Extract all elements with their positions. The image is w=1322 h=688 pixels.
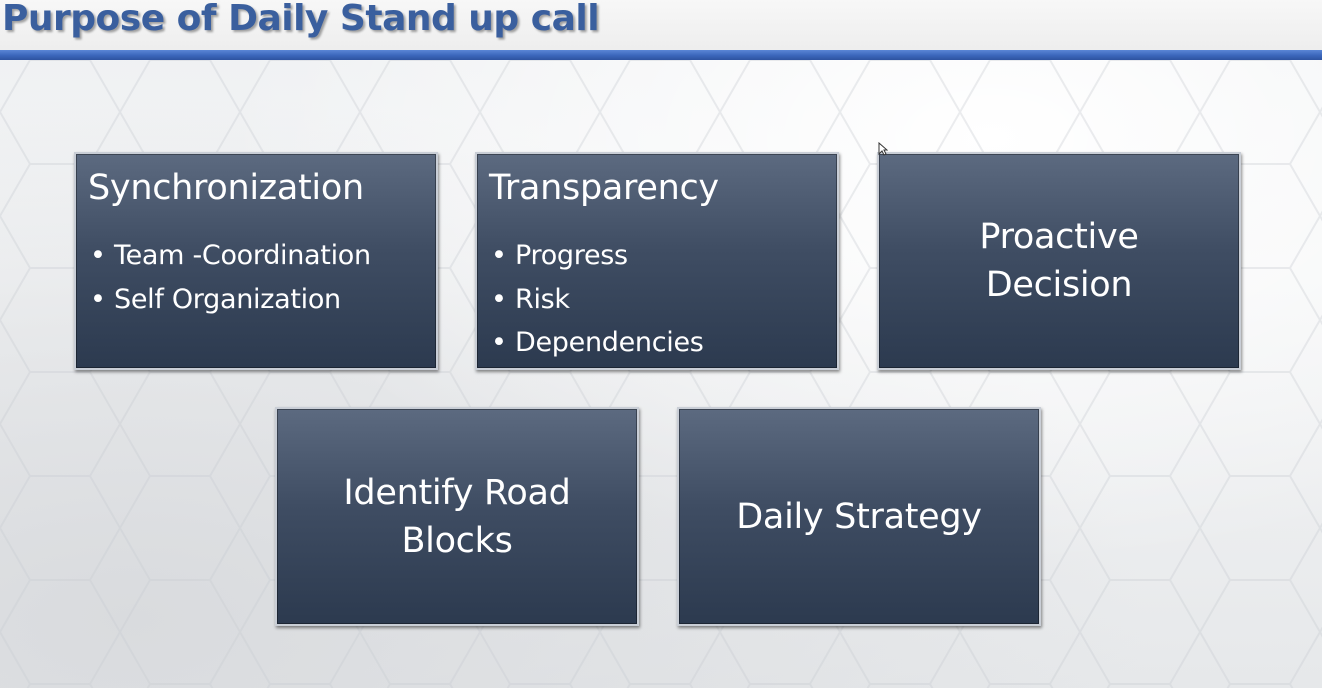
list-item: • Dependencies	[491, 321, 704, 365]
bullet-icon: •	[491, 327, 507, 358]
list-item: • Self Organization	[90, 278, 371, 322]
list-item-label: Risk	[515, 283, 570, 315]
daily-strategy-box: Daily Strategy	[677, 407, 1041, 626]
identify-road-blocks-box: Identify Road Blocks	[275, 407, 639, 626]
list-item: • Team -Coordination	[90, 234, 371, 278]
title-bar: Purpose of Daily Stand up call	[0, 0, 1322, 60]
list-item-label: Dependencies	[515, 327, 704, 358]
daily-strategy-label: Daily Strategy	[736, 496, 982, 537]
proactive-decision-box: Proactive Decision	[877, 152, 1241, 370]
list-item: • Risk	[491, 278, 704, 322]
mouse-pointer-icon	[878, 142, 888, 156]
identify-road-blocks-label: Identify Road Blocks	[343, 472, 571, 561]
transparency-heading: Transparency	[489, 168, 719, 208]
list-item-label: Self Organization	[114, 283, 341, 315]
synchronization-bullet-list: • Team -Coordination • Self Organization	[90, 234, 371, 321]
list-item: • Progress	[491, 234, 704, 278]
proactive-decision-label: Proactive Decision	[979, 217, 1139, 305]
transparency-box: Transparency • Progress • Risk • Dependenci…	[475, 152, 839, 370]
synchronization-box: Synchronization • Team -Coordination • Sel…	[74, 152, 438, 370]
title-underline-rule	[0, 50, 1322, 60]
synchronization-heading: Synchronization	[88, 168, 364, 208]
bullet-icon: •	[90, 240, 106, 271]
bullet-icon: •	[491, 240, 507, 271]
bullet-icon: •	[491, 283, 507, 315]
list-item-label: Team -Coordination	[114, 240, 371, 271]
transparency-bullet-list: • Progress • Risk • Dependencies	[491, 234, 704, 365]
bullet-icon: •	[90, 283, 106, 315]
list-item-label: Progress	[515, 240, 628, 271]
slide-title: Purpose of Daily Stand up call	[2, 0, 600, 39]
